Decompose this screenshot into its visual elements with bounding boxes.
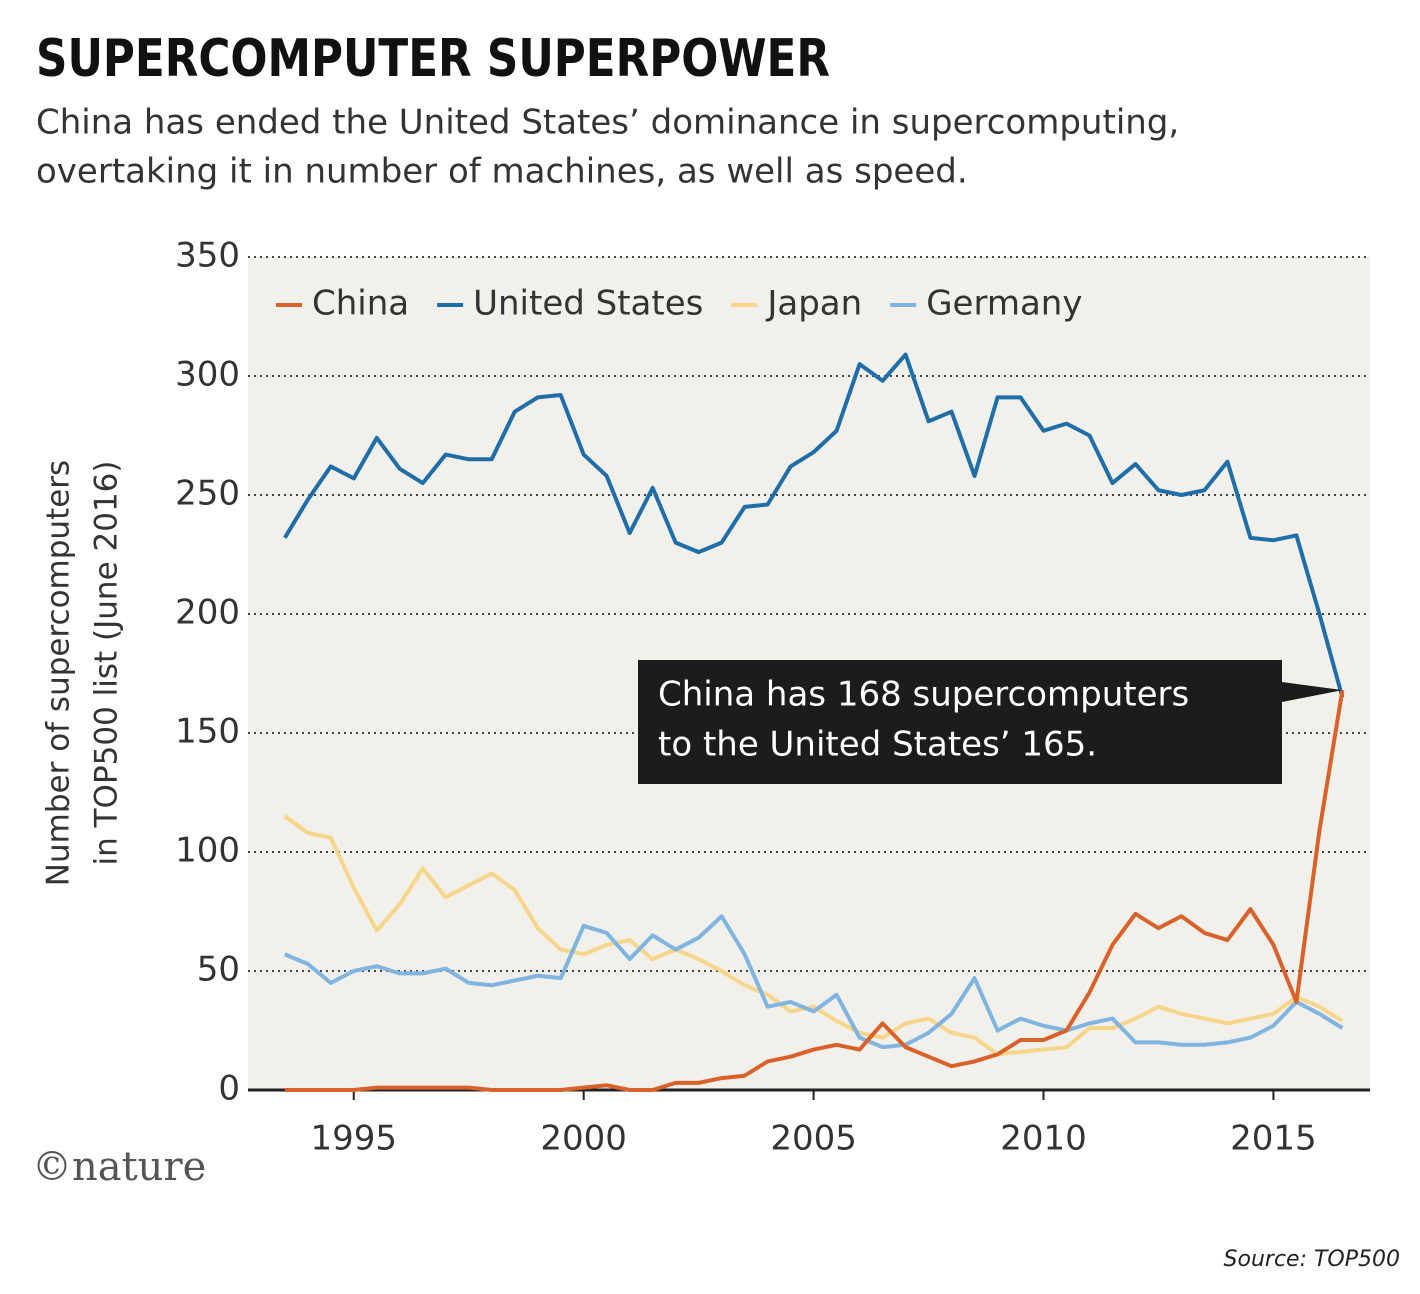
y-tick-label: 0: [218, 1069, 240, 1109]
y-tick-label: 250: [175, 474, 240, 514]
y-tick-label: 350: [175, 236, 240, 276]
y-tick-label: 300: [175, 355, 240, 395]
legend-label: Japan: [765, 284, 862, 324]
y-axis-label: in TOP500 list (June 2016): [89, 461, 125, 866]
y-tick-label: 200: [175, 593, 240, 633]
annotation-pointer: [1282, 682, 1343, 702]
y-tick-label: 150: [175, 712, 240, 752]
subtitle: China has ended the United States’ domin…: [36, 103, 1179, 143]
chart-title: SUPERCOMPUTER SUPERPOWER: [36, 29, 830, 89]
line-series: [284, 914, 1344, 1050]
credit: ©nature: [32, 1144, 206, 1190]
x-tick-label: 2015: [1230, 1119, 1317, 1159]
y-tick-label: 100: [175, 831, 240, 871]
y-axis-label: Number of supercomputers: [41, 460, 77, 886]
legend-label: China: [312, 284, 409, 324]
x-tick-label: 2000: [540, 1119, 627, 1159]
annotation-text: to the United States’ 165.: [658, 725, 1097, 765]
line-series: [284, 689, 1345, 1092]
x-tick-label: 2010: [1000, 1119, 1087, 1159]
annotation-text: China has 168 supercomputers: [658, 675, 1189, 715]
x-tick-label: 2005: [770, 1119, 857, 1159]
legend-label: United States: [473, 284, 703, 324]
line-series: [283, 352, 1345, 698]
subtitle: overtaking it in number of machines, as …: [36, 152, 968, 192]
annotation-box: [638, 660, 1282, 784]
y-tick-label: 50: [197, 950, 240, 990]
line-series: [283, 814, 1344, 1057]
source: Source: TOP500: [1224, 1247, 1400, 1272]
x-tick-label: 1995: [310, 1119, 397, 1159]
legend-label: Germany: [926, 284, 1082, 324]
